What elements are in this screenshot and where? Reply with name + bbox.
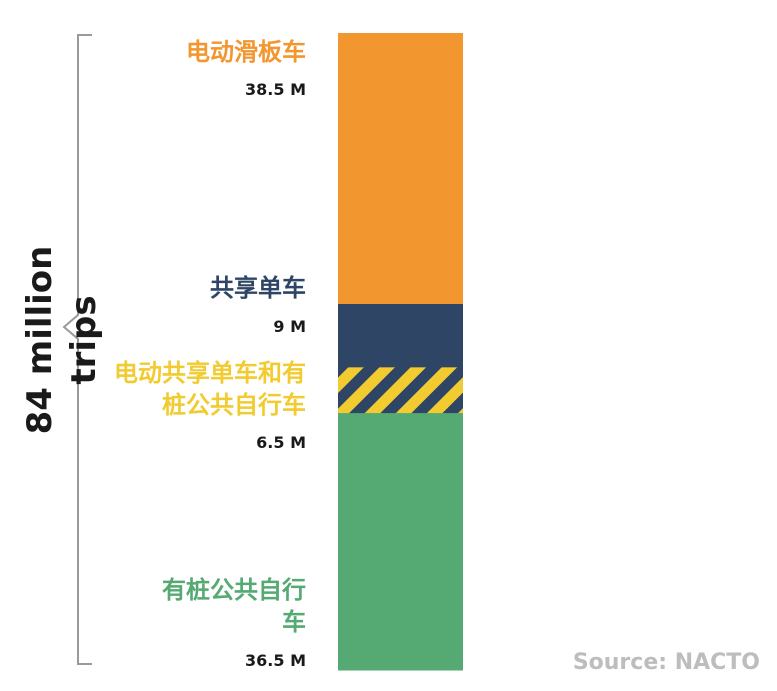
category-label-docked-bike: 有桩公共自行车: [162, 576, 306, 636]
bar-segment-docked-bike: [338, 413, 463, 671]
category-label-ebike-and-docked: 电动共享单车和有桩公共自行车: [114, 359, 306, 419]
bar-segment-e-scooter: [338, 33, 463, 305]
value-label-ebike-and-docked: 6.5 M: [256, 433, 306, 452]
category-label-e-scooter: 电动滑板车: [186, 38, 306, 66]
bar-segment-bike-share: [338, 303, 463, 368]
value-label-docked-bike: 36.5 M: [245, 651, 306, 670]
value-label-bike-share: 9 M: [273, 317, 306, 336]
total-trips-label: 84 million trips: [20, 245, 104, 435]
source-label: Source: NACTO: [572, 650, 760, 675]
total-brace: [62, 34, 92, 665]
category-label-bike-share: 共享单车: [210, 274, 306, 302]
bar-segment-ebike-and-docked: [338, 367, 463, 414]
value-label-e-scooter: 38.5 M: [245, 80, 306, 99]
